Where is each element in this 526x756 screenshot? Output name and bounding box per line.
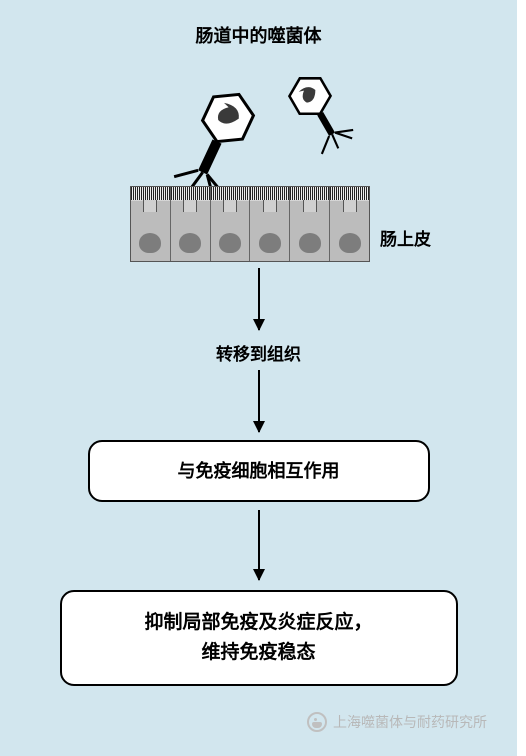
epithelial-cell	[249, 187, 289, 261]
flow-box-homeostasis: 抑制局部免疫及炎症反应， 维持免疫稳态	[60, 590, 458, 686]
box2-line2: 维持免疫稳态	[144, 638, 372, 668]
box1-text: 与免疫细胞相互作用	[178, 457, 340, 486]
box2-line1: 抑制局部免疫及炎症反应，	[144, 608, 372, 638]
diagram-canvas: 肠道中的噬菌体 肠	[0, 0, 517, 756]
intestinal-epithelium	[130, 186, 370, 262]
watermark-text: 上海噬菌体与耐药研究所	[333, 712, 487, 732]
epithelial-cell	[329, 187, 369, 261]
watermark: 上海噬菌体与耐药研究所	[307, 712, 487, 732]
wechat-icon	[307, 712, 327, 732]
diagram-title: 肠道中的噬菌体	[0, 22, 517, 48]
flow-arrow-1	[258, 268, 260, 330]
flow-arrow-2	[258, 370, 260, 432]
epithelium-label: 肠上皮	[380, 225, 431, 250]
flow-box-immune-interaction: 与免疫细胞相互作用	[88, 440, 430, 502]
epithelial-cell	[131, 187, 170, 261]
epithelial-cell	[210, 187, 250, 261]
phage-illustration	[150, 60, 370, 190]
epithelial-cell	[289, 187, 329, 261]
flow-label-transfer: 转移到组织	[0, 340, 517, 365]
flow-arrow-3	[258, 510, 260, 580]
epithelial-cell	[170, 187, 210, 261]
